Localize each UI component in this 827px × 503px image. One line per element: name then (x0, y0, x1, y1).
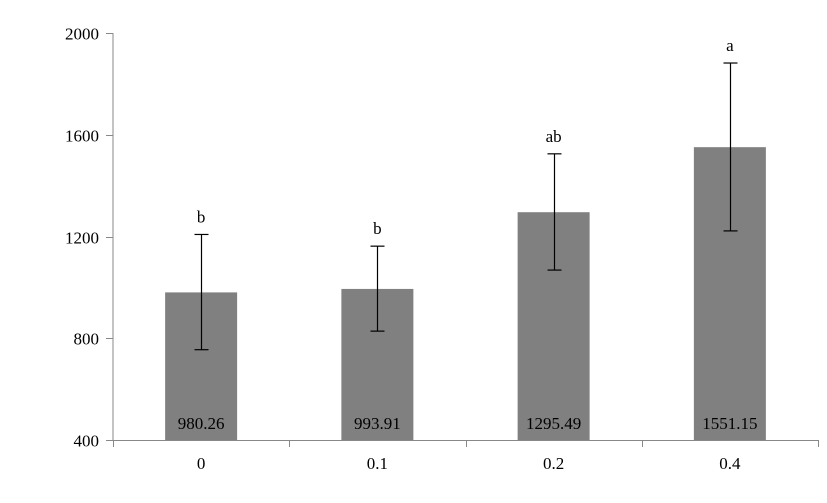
bar (693, 147, 766, 441)
y-axis: 400 800 1200 1600 2000 (65, 25, 114, 451)
significance-letter: b (373, 219, 382, 238)
y-tick-label: 1200 (65, 229, 99, 248)
data-label: 1295.49 (526, 414, 581, 433)
y-tick-label: 400 (74, 432, 100, 451)
data-label: 993.91 (354, 414, 401, 433)
x-tick-label: 0.2 (543, 454, 564, 473)
x-tick-label: 0.4 (719, 454, 741, 473)
y-tick-label: 1600 (65, 127, 99, 146)
x-axis: 0 0.1 0.2 0.4 (113, 440, 819, 473)
significance-letters: b b ab a (197, 36, 734, 238)
error-bars (194, 62, 738, 351)
data-label: 1551.15 (702, 414, 757, 433)
x-tick-label: 0 (197, 454, 206, 473)
data-label: 980.26 (178, 414, 225, 433)
data-labels: 980.26 993.91 1295.49 1551.15 (178, 414, 758, 433)
significance-letter: b (197, 207, 206, 226)
significance-letter: ab (546, 127, 562, 146)
y-tick-label: 800 (74, 330, 100, 349)
bars (165, 147, 766, 441)
bar (517, 212, 590, 440)
y-tick-label: 2000 (65, 25, 99, 44)
significance-letter: a (726, 36, 734, 55)
x-tick-label: 0.1 (367, 454, 388, 473)
